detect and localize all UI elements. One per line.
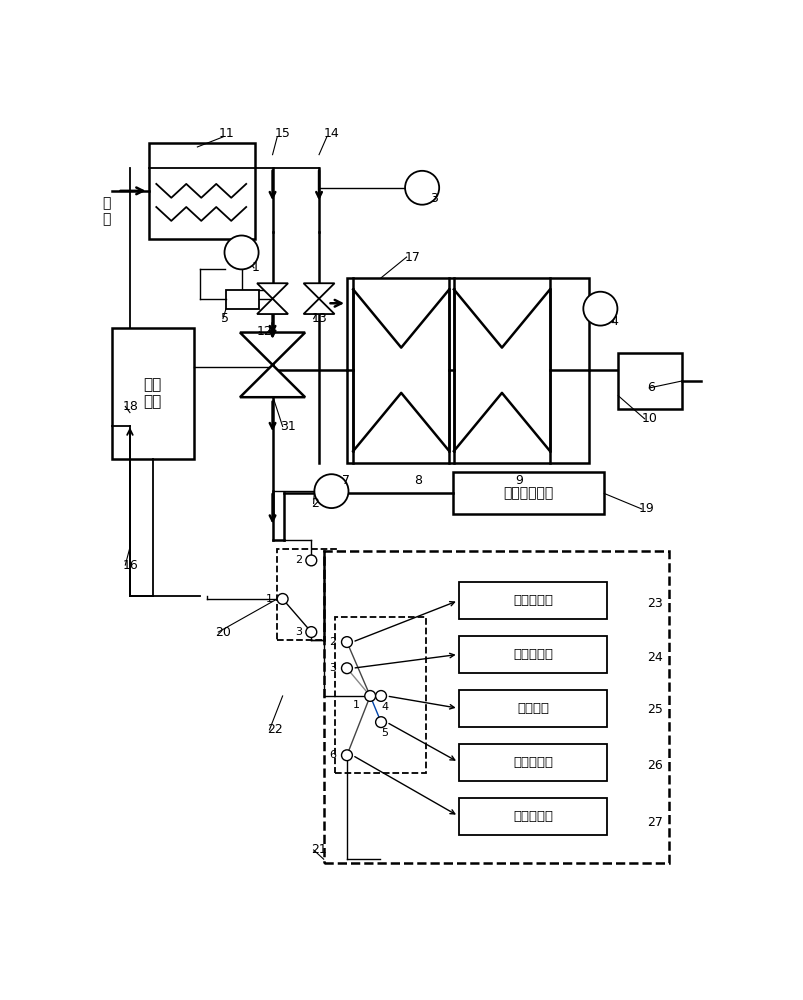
Text: 执行
机构: 执行 机构 — [144, 377, 161, 410]
Circle shape — [314, 474, 348, 508]
Bar — [226, 290, 259, 309]
Polygon shape — [240, 333, 304, 365]
Text: 3: 3 — [328, 663, 336, 673]
Circle shape — [277, 594, 287, 604]
Text: 22: 22 — [267, 723, 283, 736]
Text: 突开测试挡: 突开测试挡 — [512, 756, 552, 769]
Text: 6: 6 — [328, 750, 336, 760]
Polygon shape — [304, 299, 334, 314]
Bar — [453, 472, 604, 514]
Text: 2: 2 — [328, 637, 336, 647]
Text: 3: 3 — [295, 627, 302, 637]
Text: 12: 12 — [257, 325, 272, 338]
Bar — [458, 636, 606, 673]
Text: 10: 10 — [641, 412, 657, 425]
Text: 21: 21 — [311, 843, 327, 856]
Bar — [347, 278, 588, 463]
Polygon shape — [257, 299, 287, 314]
Polygon shape — [257, 283, 287, 299]
Text: 16: 16 — [122, 559, 138, 572]
Text: 负荷指令模块: 负荷指令模块 — [503, 486, 553, 500]
Text: 1: 1 — [266, 594, 273, 604]
Text: 5: 5 — [381, 728, 388, 738]
Text: 给
水: 给 水 — [103, 196, 111, 226]
Text: 20: 20 — [215, 626, 230, 639]
Text: 23: 23 — [646, 597, 662, 610]
Text: 15: 15 — [275, 127, 291, 140]
Bar — [458, 744, 606, 781]
Text: 1: 1 — [251, 261, 259, 274]
Text: 关位测试挡: 关位测试挡 — [512, 648, 552, 661]
Text: 8: 8 — [414, 474, 422, 487]
Bar — [334, 617, 426, 773]
Circle shape — [375, 691, 386, 701]
Text: 4: 4 — [609, 315, 618, 328]
Text: 9: 9 — [515, 474, 522, 487]
Bar — [458, 798, 606, 835]
Text: 13: 13 — [311, 312, 327, 325]
Bar — [277, 549, 337, 640]
Text: 3: 3 — [430, 192, 437, 205]
Text: 开位测试挡: 开位测试挡 — [512, 594, 552, 607]
Circle shape — [375, 717, 386, 728]
Polygon shape — [240, 365, 304, 397]
Circle shape — [583, 292, 617, 326]
Bar — [458, 582, 606, 619]
Text: 31: 31 — [280, 420, 296, 433]
Bar — [458, 690, 606, 727]
Text: 2: 2 — [295, 555, 302, 565]
Text: 17: 17 — [404, 251, 420, 264]
Text: 19: 19 — [638, 502, 654, 515]
Text: 27: 27 — [646, 816, 662, 829]
Text: 6: 6 — [646, 381, 654, 394]
Circle shape — [365, 691, 375, 701]
Text: 1: 1 — [352, 700, 359, 710]
Text: 5: 5 — [220, 312, 228, 325]
Circle shape — [405, 171, 438, 205]
Circle shape — [341, 750, 352, 761]
Text: 初始位挡: 初始位挡 — [516, 702, 548, 715]
Text: 11: 11 — [218, 127, 234, 140]
Polygon shape — [304, 283, 334, 299]
Circle shape — [305, 627, 316, 637]
Circle shape — [224, 235, 259, 269]
Text: 18: 18 — [122, 400, 138, 413]
Circle shape — [305, 555, 316, 566]
Text: 7: 7 — [342, 474, 350, 487]
Circle shape — [341, 663, 352, 674]
Text: 25: 25 — [646, 703, 662, 716]
Bar — [324, 551, 668, 863]
Text: 14: 14 — [324, 127, 339, 140]
Text: 24: 24 — [646, 651, 662, 664]
Text: 2: 2 — [311, 497, 319, 510]
Text: 4: 4 — [381, 702, 388, 712]
Bar — [149, 143, 255, 239]
Text: 26: 26 — [646, 759, 662, 772]
Bar — [618, 353, 681, 409]
Text: 突关测试挡: 突关测试挡 — [512, 810, 552, 823]
Bar — [112, 328, 194, 459]
Circle shape — [341, 637, 352, 647]
